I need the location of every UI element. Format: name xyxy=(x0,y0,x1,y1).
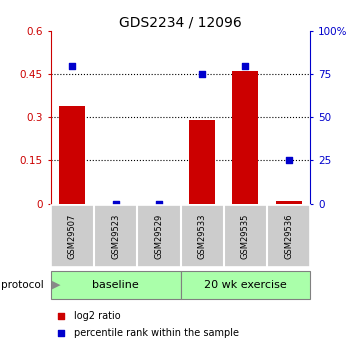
Text: protocol: protocol xyxy=(1,280,43,289)
Point xyxy=(58,313,64,318)
Text: ▶: ▶ xyxy=(52,280,61,289)
Text: GSM29533: GSM29533 xyxy=(198,214,206,259)
Point xyxy=(199,71,205,77)
Bar xyxy=(180,270,310,298)
Point xyxy=(156,201,162,206)
Bar xyxy=(232,71,258,204)
Bar xyxy=(276,201,302,204)
Point xyxy=(243,63,248,68)
Bar xyxy=(137,205,180,267)
Bar xyxy=(224,205,267,267)
Point xyxy=(113,201,118,206)
Text: 20 wk exercise: 20 wk exercise xyxy=(204,280,287,289)
Bar xyxy=(94,205,137,267)
Text: percentile rank within the sample: percentile rank within the sample xyxy=(74,328,239,338)
Bar xyxy=(180,205,224,267)
Text: GSM29529: GSM29529 xyxy=(155,214,163,259)
Text: GSM29507: GSM29507 xyxy=(68,214,77,259)
Text: log2 ratio: log2 ratio xyxy=(74,311,121,321)
Title: GDS2234 / 12096: GDS2234 / 12096 xyxy=(119,16,242,30)
Bar xyxy=(59,106,85,204)
Bar xyxy=(267,205,310,267)
Text: GSM29536: GSM29536 xyxy=(284,214,293,259)
Point xyxy=(286,158,292,163)
Text: baseline: baseline xyxy=(92,280,139,289)
Text: GSM29523: GSM29523 xyxy=(111,214,120,259)
Text: GSM29535: GSM29535 xyxy=(241,214,250,259)
Point xyxy=(58,330,64,336)
Bar xyxy=(189,120,215,204)
Bar xyxy=(51,270,180,298)
Bar xyxy=(51,205,94,267)
Point xyxy=(69,63,75,68)
